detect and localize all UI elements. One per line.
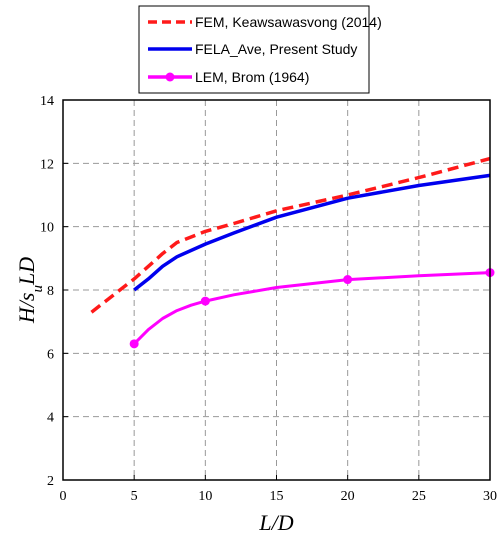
- y-axis-title: H/suLD: [14, 257, 46, 324]
- series-layer: [90, 156, 495, 349]
- legend: FEM, Keawsawasvong (2014) FELA_Ave, Prese…: [138, 5, 382, 94]
- y-tick-label: 12: [40, 157, 54, 172]
- lem-data-point: [343, 275, 353, 285]
- y-tick-label: 14: [40, 94, 54, 109]
- x-tick-label: 15: [270, 489, 284, 504]
- x-tick-label: 10: [198, 489, 212, 504]
- lem-series-line: [133, 271, 491, 345]
- ticks-layer: 0 5 10 15 20 25 30 2 4 6 8 10 12 14: [40, 94, 497, 504]
- x-axis-title: L/D: [258, 510, 293, 535]
- x-tick-label: 5: [131, 489, 138, 504]
- y-tick-label: 8: [47, 284, 54, 299]
- grid: [63, 100, 490, 480]
- x-tick-label: 30: [483, 489, 497, 504]
- x-tick-label: 0: [60, 489, 67, 504]
- legend-label: FELA_Ave, Present Study: [195, 41, 357, 57]
- x-tick-label: 20: [341, 489, 355, 504]
- lem-data-point: [129, 339, 139, 349]
- x-tick-label: 25: [412, 489, 426, 504]
- legend-label: LEM, Brom (1964): [195, 69, 309, 85]
- y-tick-label: 2: [47, 474, 54, 489]
- fela-series-line: [133, 173, 491, 292]
- y-tick-label: 6: [47, 347, 54, 362]
- y-tick-label: 4: [47, 411, 54, 426]
- lem-data-point: [200, 296, 210, 306]
- legend-marker: [165, 72, 175, 82]
- y-tick-label: 10: [40, 221, 54, 236]
- fem-series-line: [90, 156, 491, 314]
- legend-label: FEM, Keawsawasvong (2014): [195, 14, 382, 30]
